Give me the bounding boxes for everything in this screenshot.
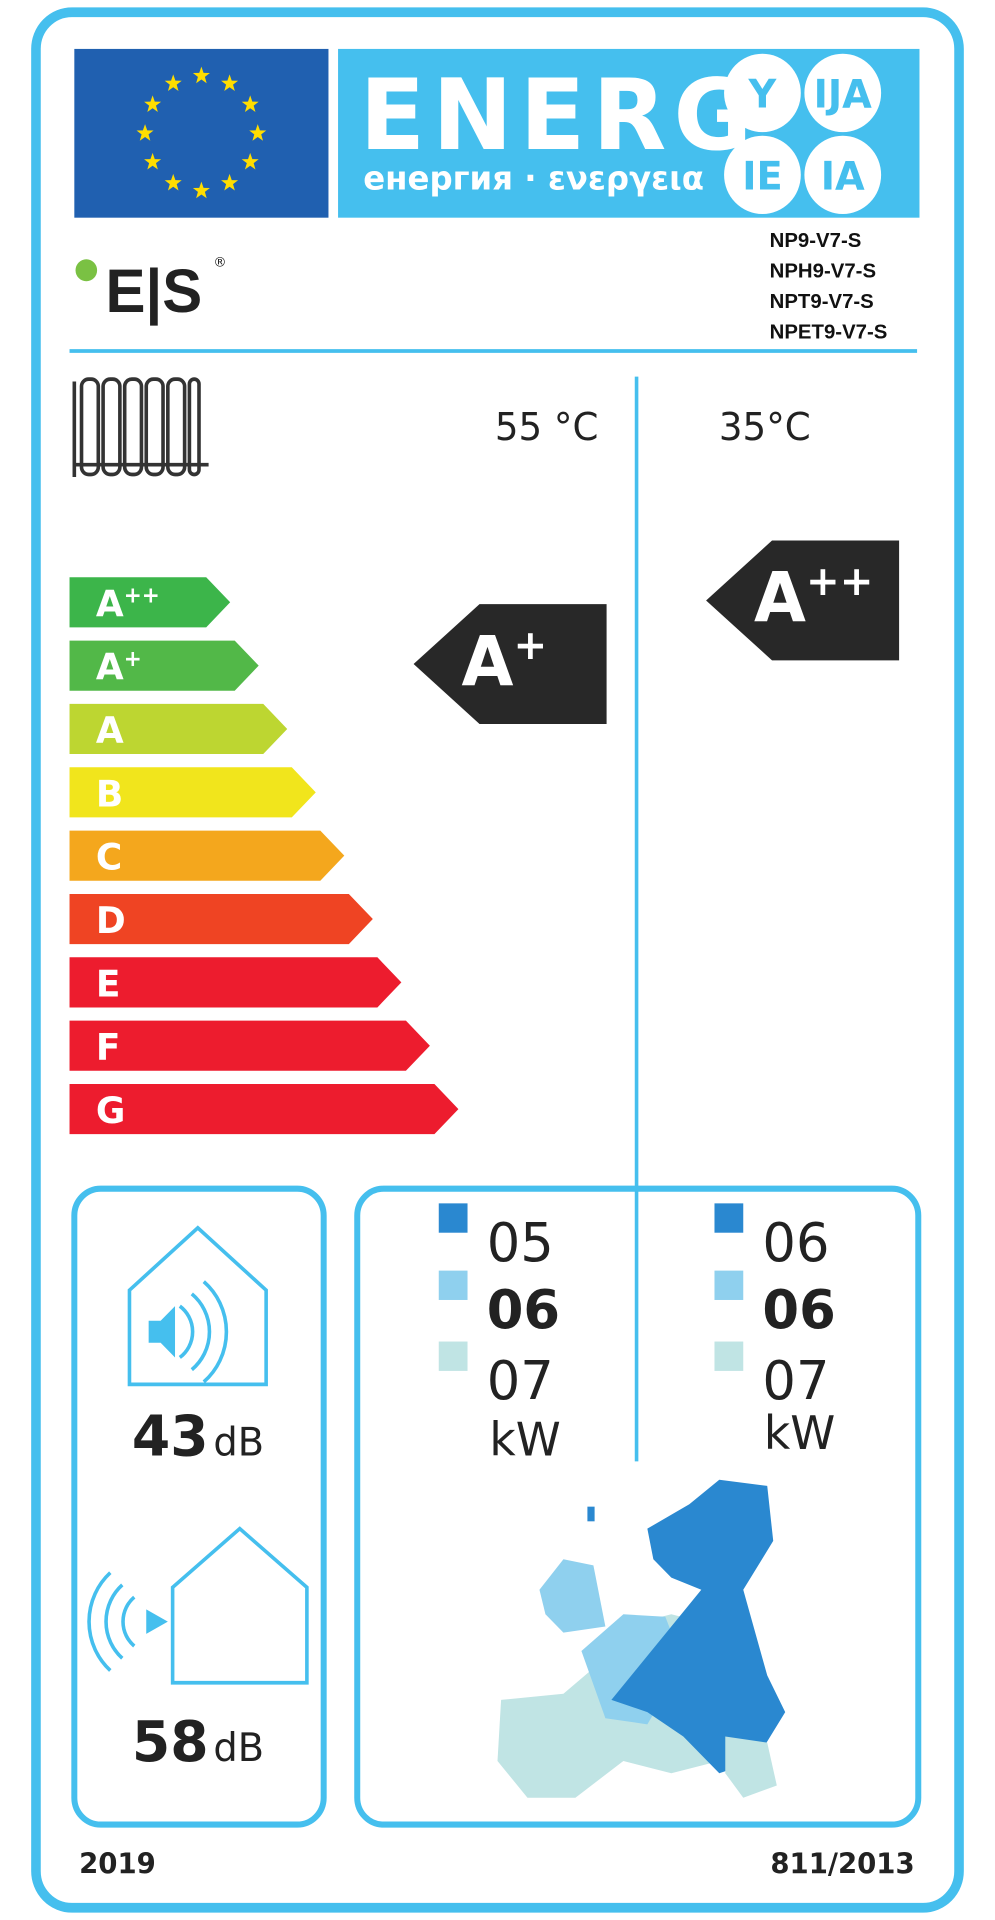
class-label: A+ [96,645,142,688]
power-value: 06 [762,1211,829,1274]
banner-title: ENERG [360,58,760,172]
suffix-circle [724,53,801,133]
zone-square [438,1203,468,1233]
power-value: 05 [487,1211,554,1274]
class-label: G [96,1089,126,1132]
class-letter: A [462,621,514,701]
outdoor-noise-icon [87,1526,309,1685]
rating-arrow [706,540,900,661]
power-value: 06 [487,1279,560,1342]
suffix-circle [804,135,882,215]
class-label: A++ [96,582,160,625]
suffix: Y [748,72,778,117]
class-arrow [69,893,373,945]
temperature: 55 °C [495,405,599,449]
power-value: 06 [762,1279,835,1342]
eu-stars [136,66,267,199]
indoor-noise-icon [127,1225,268,1387]
class-label: D [96,899,126,942]
zone-square [714,1341,744,1371]
star [221,173,239,191]
zone-square [714,1270,744,1300]
star [144,152,162,170]
suffix-circle [724,135,801,215]
logo-dot [75,259,98,282]
suffix: IA [821,154,865,199]
rating: A++ [754,557,873,638]
suffix: IJA [814,72,872,117]
class-letter: B [96,772,123,815]
class-sup: ++ [806,557,873,605]
power-value: 07 [762,1350,829,1413]
class-label: C [96,835,122,878]
zone-square [714,1203,744,1233]
class-sup: + [513,620,547,668]
suffix: IE [742,154,782,199]
brand-logo: E|S [105,256,202,327]
power-unit: kW [764,1406,835,1461]
speaker [148,1306,176,1358]
star [241,95,259,113]
class-letter: A [96,645,124,688]
zone-square [438,1270,468,1300]
radiator-icon [72,377,209,477]
class-letter: E [96,962,121,1005]
power-unit: kW [489,1412,560,1467]
class-sup: + [124,647,142,672]
class-arrow [69,830,345,881]
star [192,66,210,84]
noise-unit: dB [213,1726,264,1771]
star [144,95,162,113]
star [136,124,154,141]
class-letter: G [96,1089,126,1132]
noise-value: 58 [132,1710,209,1776]
noise-unit: dB [213,1420,264,1465]
model: NPH9-V7-S [770,259,876,282]
class-label: B [96,772,123,815]
europe-map [497,1479,786,1798]
model: NPT9-V7-S [770,290,874,313]
temperature: 35°C [719,405,811,449]
class-label: E [96,962,121,1005]
class-arrow [69,640,259,691]
star [221,74,239,91]
suffix-circle [804,53,882,133]
class-arrow [69,1020,430,1071]
class-letter: A [754,558,806,638]
star [164,173,182,191]
star [241,152,259,170]
class-label: A [96,709,124,752]
power-value: 07 [487,1350,554,1413]
class-arrow [69,957,402,1008]
class-arrow [69,1084,459,1135]
brand-registered: ® [213,255,226,270]
year: 2019 [79,1847,156,1880]
banner-subtitle: енергия · ενεργεια [363,159,704,197]
noise-value: 43 [132,1404,209,1470]
class-letter: A [96,582,124,625]
class-label: F [96,1025,121,1068]
class-letter: D [96,899,126,942]
zone-square [438,1341,468,1371]
class-letter: A [96,709,124,752]
noise-box [71,1185,327,1828]
class-arrow [69,767,316,818]
class-sup: ++ [124,583,160,608]
rating: A+ [462,620,548,701]
speaker [146,1609,168,1634]
star [192,181,210,199]
label-border [31,7,964,1913]
class-letter: F [96,1025,121,1068]
model: NP9-V7-S [770,229,862,252]
class-arrow [69,703,288,755]
star [164,74,182,91]
class-arrow [69,577,231,628]
regulation: 811/2013 [770,1847,914,1880]
model: NPET9-V7-S [770,321,888,344]
star [249,124,267,141]
power-box [354,1185,922,1828]
rating-arrow [413,604,607,724]
class-letter: C [96,835,122,878]
